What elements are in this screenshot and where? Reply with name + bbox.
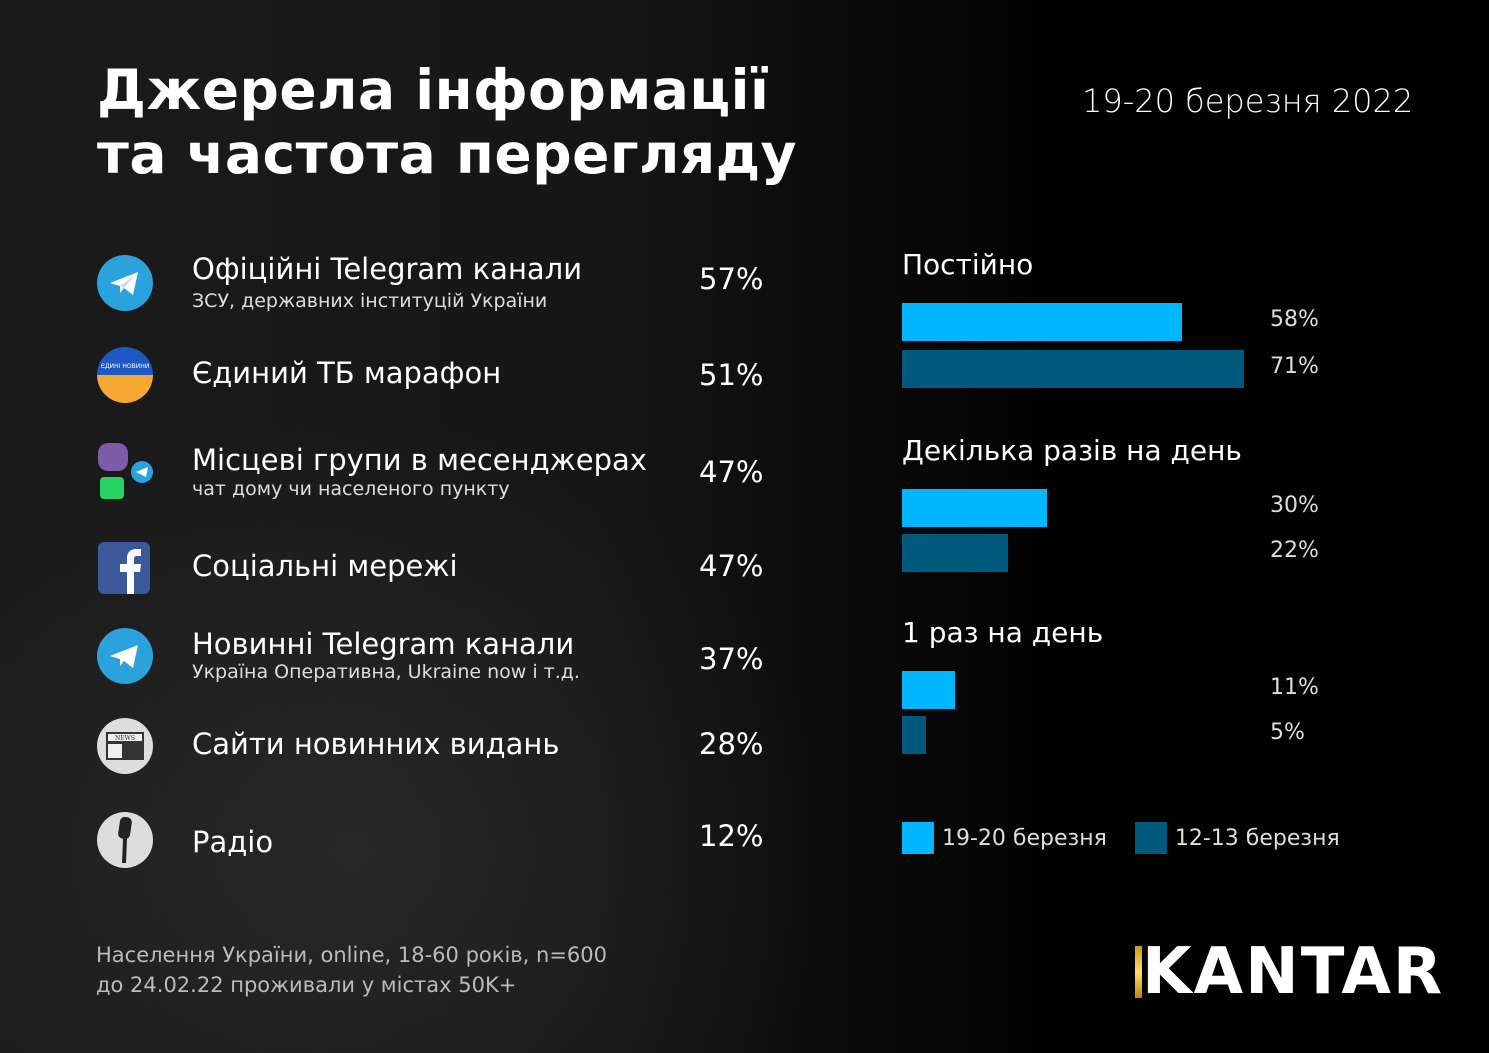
source-label: Місцеві групи в месенджерах [192,443,647,477]
source-sub: ЗСУ, державних інституцій України [192,290,548,312]
source-sub: Україна Оперативна, Ukraine now і т.д. [192,661,580,683]
tv-marathon-icon: ЄДИНІ НОВИНИ [97,347,153,403]
source-pct: 51% [699,358,764,392]
source-pct: 37% [699,642,764,676]
source-label: Єдиний ТБ марафон [192,356,502,390]
background-photo [0,380,880,1053]
newspaper-icon: NEWS [97,718,153,774]
chart-category-title: Декілька разів на день [902,434,1242,467]
svg-text:NEWS: NEWS [115,735,135,742]
source-pct: 47% [699,549,764,583]
bar-19-20 [902,303,1182,341]
source-label: Радіо [192,825,274,859]
microphone-icon [97,812,153,868]
bar-value-label: 30% [1270,493,1319,518]
svg-text:ЄДИНІ НОВИНИ: ЄДИНІ НОВИНИ [101,363,149,370]
title-line: та частота перегляду [97,122,797,186]
bar-value-label: 5% [1270,720,1305,745]
legend-swatch [902,822,934,854]
source-row: Місцеві групи в месенджерах чат дому чи … [96,443,776,503]
legend-label: 19-20 березня [942,825,1107,851]
messengers-icon [98,443,153,499]
source-row: NEWS Сайти новинних видань 28% [96,717,776,777]
legend-swatch [1134,822,1167,854]
source-pct: 57% [699,262,764,296]
telegram-icon [97,628,153,684]
brand-name: KANTAR [1142,935,1445,1009]
footnote-line: Населення України, online, 18-60 років, … [96,943,607,967]
facebook-icon [98,542,150,594]
footnote: Населення України, online, 18-60 років, … [96,940,607,1000]
chart-category-title: 1 раз на день [902,616,1104,649]
footnote-line: до 24.02.22 проживали у містах 50K+ [96,973,517,997]
bar-value-label: 71% [1270,354,1319,379]
source-pct: 47% [699,455,764,489]
bar-12-13 [902,534,1009,572]
source-label: Сайти новинних видань [192,727,560,761]
chart-legend: 19-20 березня 12-13 березня [902,822,1340,854]
source-row: Офіційні Telegram канали ЗСУ, державних … [96,252,776,314]
bar-19-20 [902,489,1047,527]
bar-12-13 [902,350,1245,388]
title-line: Джерела інформації [97,58,770,122]
source-pct: 28% [699,727,764,761]
source-pct: 12% [699,819,764,853]
source-label: Офіційні Telegram канали [192,252,583,286]
source-row: Новинні Telegram канали Україна Оператив… [96,627,776,687]
bar-12-13 [902,716,927,754]
bar-value-label: 22% [1270,538,1319,563]
bar-19-20 [902,671,956,709]
chart-category-title: Постійно [902,248,1034,281]
bar-value-label: 58% [1270,307,1319,332]
source-row: Соціальні мережі 47% [96,540,776,600]
source-row: ЄДИНІ НОВИНИ Єдиний ТБ марафон 51% [96,346,776,406]
source-label: Новинні Telegram канали [192,627,575,661]
telegram-icon [97,255,153,311]
page-title: Джерела інформації та частота перегляду [97,58,797,186]
source-label: Соціальні мережі [192,549,458,583]
survey-date: 19-20 березня 2022 [1082,82,1414,120]
source-sub: чат дому чи населеного пункту [192,478,510,500]
legend-label: 12-13 березня [1174,825,1340,851]
bar-value-label: 11% [1270,675,1319,700]
source-row: Радіо 12% [96,811,776,871]
kantar-logo: KANTAR [1135,935,1444,1009]
